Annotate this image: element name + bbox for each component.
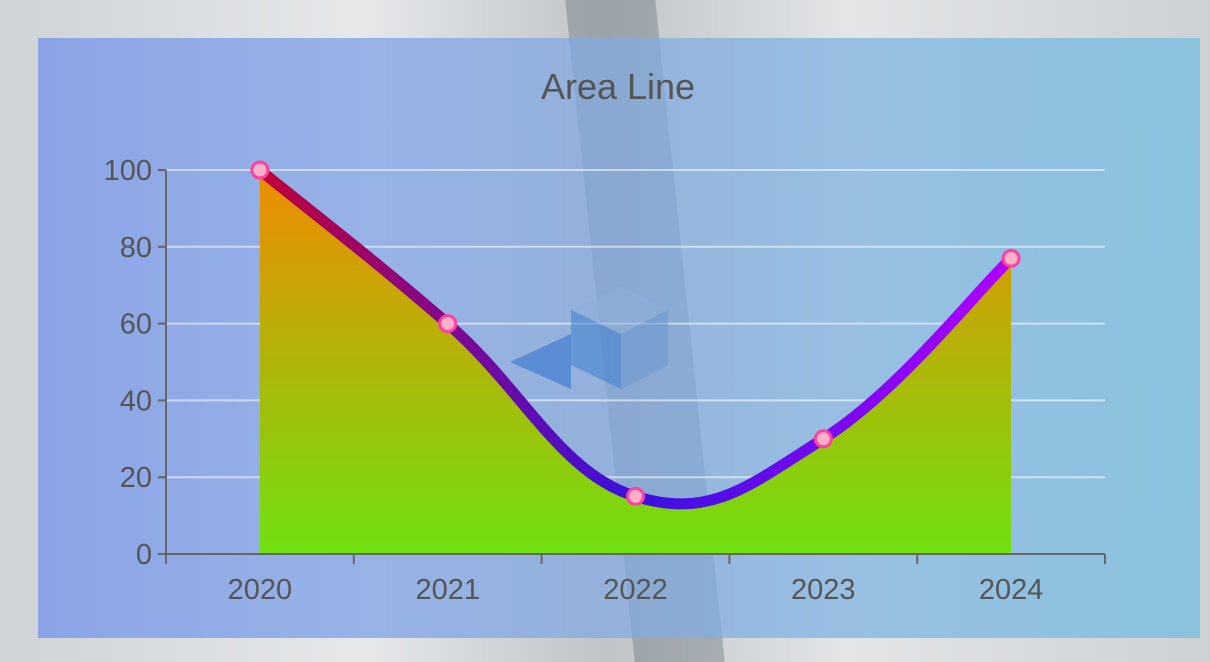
axes [165,170,1105,555]
y-tick-label-100: 100 [104,155,152,187]
data-point-2023 [813,429,833,449]
data-point-2022 [626,486,645,506]
y-tick-label-0: 0 [136,539,152,571]
chart-panel: Area Line 0 20 40 60 80 100 2020 2021 2022 2023 2… [38,38,1200,638]
data-point-2024 [1001,248,1021,268]
y-tick-label-80: 80 [120,232,152,264]
x-tick-label-2023: 2023 [791,574,856,606]
data-point-2021 [438,314,458,334]
data-point-2020 [250,160,270,180]
data-markers [250,160,1021,506]
y-tick-label-40: 40 [120,385,152,417]
y-tick-label-60: 60 [120,309,152,341]
cube-watermark-icon [510,286,668,389]
x-tick-label-2020: 2020 [228,574,293,606]
x-tick-label-2021: 2021 [415,574,480,606]
y-axis-ticks: 0 20 40 60 80 100 [104,155,166,571]
x-axis-ticks: 2020 2021 2022 2023 2024 [165,554,1106,606]
x-tick-label-2024: 2024 [979,574,1044,606]
y-tick-label-20: 20 [120,462,152,494]
x-tick-label-2022: 2022 [603,574,668,606]
series-area [259,170,1012,554]
chart-title: Area Line [541,66,695,107]
